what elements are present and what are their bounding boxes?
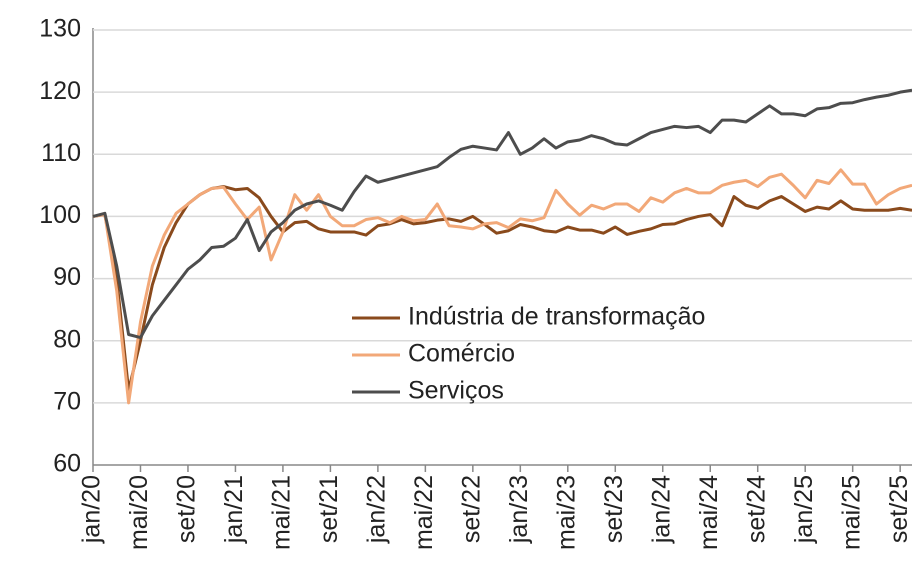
legend-label: Serviços	[408, 377, 504, 405]
x-tick-label: jan/25	[790, 475, 818, 544]
x-tick-label: mai/21	[268, 475, 296, 550]
x-tick-label: set/21	[315, 475, 343, 543]
x-tick-label: mai/25	[837, 475, 865, 550]
y-tick-label: 90	[53, 263, 81, 291]
series-line	[92, 168, 912, 405]
x-tick-label: set/22	[457, 475, 485, 543]
x-tick-label: jan/24	[647, 475, 675, 544]
x-tick-label: mai/20	[125, 475, 153, 550]
x-tick-label: mai/24	[695, 475, 723, 550]
x-tick-label: mai/22	[410, 475, 438, 550]
x-tick-label: mai/23	[552, 475, 580, 550]
series-line	[92, 185, 912, 392]
y-tick-label: 100	[39, 201, 81, 229]
y-tick-label: 60	[53, 450, 81, 478]
x-tick-label: set/20	[173, 475, 201, 543]
x-tick-label: jan/20	[78, 475, 106, 544]
x-tick-label: jan/22	[362, 475, 390, 544]
x-tick-label: set/25	[885, 475, 912, 543]
y-tick-label: 70	[53, 387, 81, 415]
x-tick-label: set/23	[600, 475, 628, 543]
y-tick-label: 120	[39, 77, 81, 105]
y-tick-label: 80	[53, 325, 81, 353]
x-tick-label: set/24	[742, 475, 770, 543]
legend-label: Comércio	[408, 340, 515, 368]
x-tick-label: jan/21	[220, 475, 248, 544]
y-tick-label: 130	[39, 15, 81, 43]
series-line	[92, 88, 912, 340]
y-tick-label: 110	[41, 139, 81, 167]
legend-label: Indústria de transformação	[408, 303, 705, 331]
x-tick-label: jan/23	[505, 475, 533, 544]
